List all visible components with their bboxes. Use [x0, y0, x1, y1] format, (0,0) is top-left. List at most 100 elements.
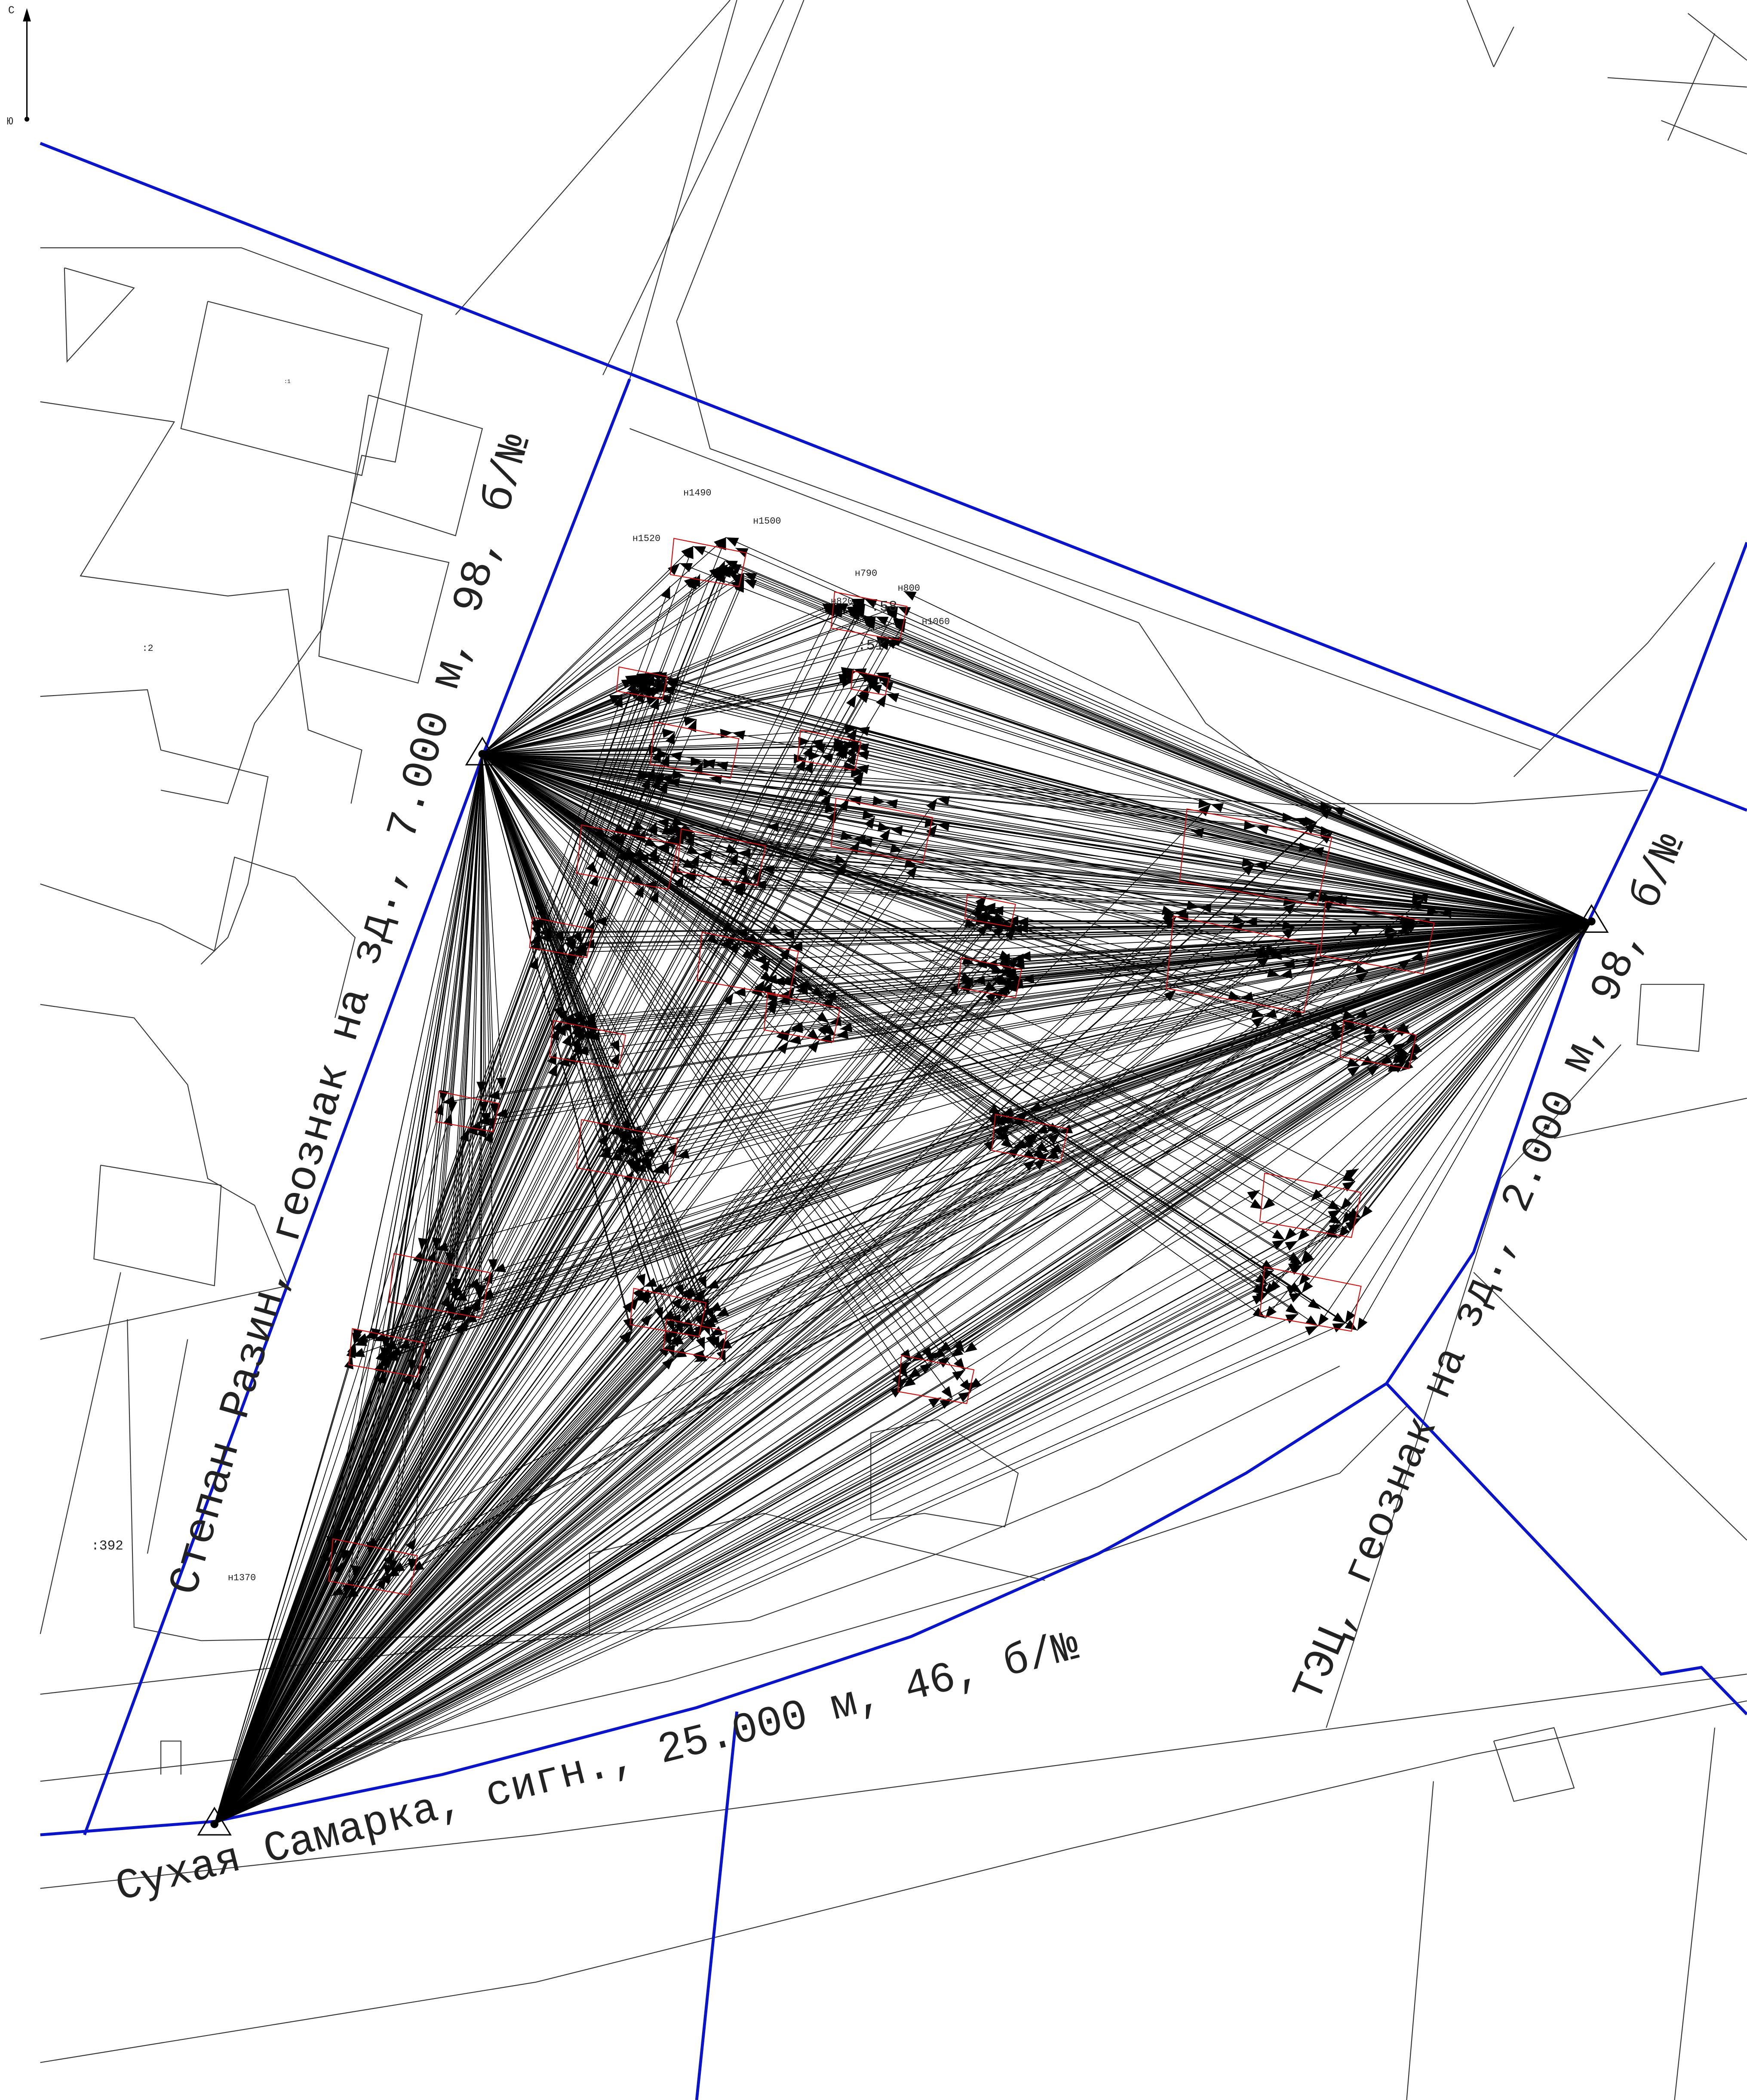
ray [214, 1041, 789, 1824]
ray [214, 1288, 707, 1824]
ray [582, 921, 1592, 949]
ray [214, 673, 655, 1824]
building-outline [1320, 901, 1435, 975]
ray [214, 1029, 1344, 1824]
ray [435, 921, 1592, 1251]
ray [214, 604, 844, 1824]
building-outline [964, 894, 1016, 928]
ray [482, 754, 1425, 902]
ray [482, 573, 745, 754]
ray [214, 1132, 630, 1824]
ray [214, 931, 1397, 1824]
ray [753, 880, 1592, 922]
ray [1256, 825, 1592, 922]
ray [214, 917, 1177, 1824]
ray [482, 673, 878, 754]
ray [482, 754, 1317, 826]
ray [214, 1264, 1303, 1824]
ray [482, 694, 623, 754]
ray [214, 957, 538, 1824]
ray [214, 1113, 452, 1824]
ray [214, 902, 1296, 1824]
ray [482, 729, 733, 754]
ray [482, 754, 1401, 1072]
ray [482, 674, 851, 754]
ray [857, 727, 1592, 922]
ray [214, 980, 765, 1824]
ray [214, 1016, 1265, 1824]
ray [214, 1017, 1356, 1824]
ray [1049, 921, 1592, 1153]
ray [656, 818, 1592, 922]
ray [214, 1386, 903, 1824]
ray [331, 921, 1592, 1597]
ray [482, 728, 675, 754]
ray [388, 754, 483, 1573]
ray [214, 852, 739, 1824]
parcel-label: :2 [142, 643, 153, 654]
north-arrow: С Ю [7, 5, 31, 128]
ray [482, 754, 500, 1116]
building-outline [697, 932, 799, 997]
ray [1001, 921, 1592, 1116]
ray [848, 744, 1592, 922]
ray [352, 754, 483, 1346]
ray [214, 1023, 567, 1824]
ray [482, 754, 1356, 1182]
ray [629, 921, 1592, 1135]
ray [418, 754, 483, 1251]
parcel-label: :392 [91, 1539, 123, 1554]
station-triangle [465, 736, 500, 766]
ray [214, 875, 684, 1824]
ray [482, 754, 633, 1331]
ray [214, 1053, 1408, 1824]
ray [884, 639, 1592, 922]
ray [860, 838, 1592, 922]
ray [903, 591, 1592, 922]
ray [744, 573, 1592, 922]
ray [482, 754, 575, 953]
ray [214, 1133, 1060, 1824]
ray [214, 1159, 1036, 1824]
ray [214, 952, 575, 1824]
ray [214, 675, 879, 1824]
ray [788, 921, 1592, 1045]
ray [1035, 921, 1592, 1134]
ray [214, 1313, 652, 1824]
ray [482, 754, 683, 1335]
ray [969, 921, 1592, 1389]
ray [214, 928, 1016, 1824]
ray [1311, 921, 1592, 1202]
building-outline [663, 1318, 728, 1360]
ray [214, 1363, 933, 1824]
ray [482, 754, 583, 944]
ray [214, 1334, 683, 1824]
ray [761, 865, 1592, 922]
ray [214, 1133, 1039, 1824]
building-outline [328, 1538, 418, 1596]
ray [214, 607, 860, 1824]
ray [214, 1143, 632, 1824]
point-label: н1490 [683, 488, 711, 499]
ray [214, 913, 1175, 1824]
ray [482, 754, 540, 932]
ray [819, 921, 1592, 1043]
ray [214, 1033, 1377, 1824]
ray [383, 754, 483, 1577]
station-point [478, 750, 487, 758]
ray [495, 921, 1592, 1118]
ray [214, 1292, 1302, 1824]
ray [214, 1181, 1356, 1824]
point-label: н1370 [228, 1573, 256, 1583]
ray [214, 944, 760, 1824]
building-outline [897, 1355, 975, 1404]
ray [880, 682, 1592, 922]
ray [1059, 921, 1592, 1134]
ray [214, 1270, 1274, 1824]
south-label: Ю [7, 116, 13, 128]
ray [214, 958, 1411, 1824]
ray [214, 1331, 674, 1824]
ray [1395, 921, 1592, 1033]
ray [482, 754, 909, 1379]
ray [482, 669, 857, 754]
